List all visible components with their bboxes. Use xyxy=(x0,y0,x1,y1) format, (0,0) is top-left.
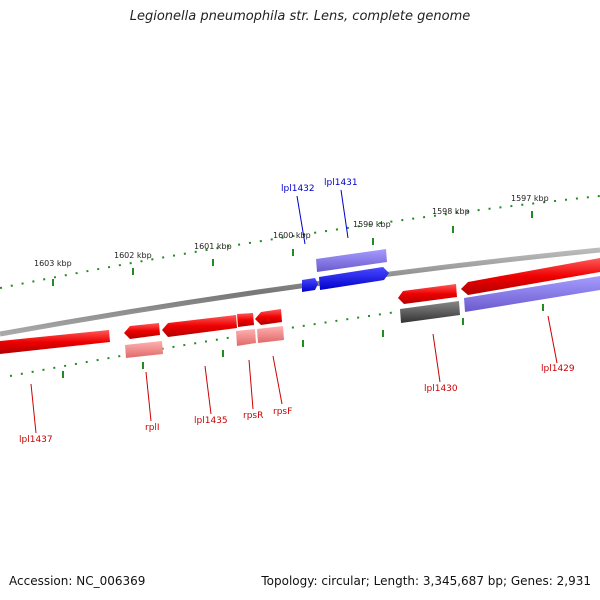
gene-label-rpsR[interactable]: rpsR xyxy=(243,411,263,421)
accession-text: Accession: NC_006369 xyxy=(9,574,146,588)
gene-rpsR-alt[interactable] xyxy=(236,329,256,346)
leader-line xyxy=(30,383,37,434)
gene-lpl1429-alt[interactable] xyxy=(464,276,600,312)
leader-line xyxy=(145,371,152,422)
gene-label-rplI[interactable]: rplI xyxy=(145,423,160,433)
gene-rpsF[interactable] xyxy=(255,309,282,325)
gene-lpl1432[interactable] xyxy=(302,278,318,292)
gene-label-lpl1429[interactable]: lpl1429 xyxy=(541,364,575,374)
forward-strand-genes xyxy=(302,249,600,295)
tick-label: 1599 kbp xyxy=(353,220,391,229)
gene-label-rpsF[interactable]: rpsF xyxy=(273,407,292,417)
leader-line xyxy=(248,359,254,410)
gene-lpl1435[interactable] xyxy=(162,315,237,337)
gene-rpsR[interactable] xyxy=(237,313,254,327)
gene-label-lpl1435[interactable]: lpl1435 xyxy=(194,416,228,426)
tick-label: 1602 kbp xyxy=(114,251,152,260)
leader-line xyxy=(432,333,441,383)
genome-summary-text: Topology: circular; Length: 3,345,687 bp… xyxy=(261,574,591,588)
tick-label: 1600 kbp xyxy=(273,231,311,240)
reverse-strand-genes xyxy=(0,276,600,358)
gene-lpl1431-alt[interactable] xyxy=(316,249,387,272)
leader-line xyxy=(204,365,212,415)
gene-rplI[interactable] xyxy=(124,323,160,339)
gene-label-lpl1430[interactable]: lpl1430 xyxy=(424,384,458,394)
gene-lpl1431[interactable] xyxy=(319,267,389,290)
gene-label-lpl1432[interactable]: lpl1432 xyxy=(281,184,315,194)
gene-lpl1430-alt[interactable] xyxy=(400,301,460,323)
leader-line xyxy=(296,195,306,245)
tick-label: 1598 kbp xyxy=(432,207,470,216)
gene-label-lpl1437[interactable]: lpl1437 xyxy=(19,435,53,445)
gene-rplI-alt[interactable] xyxy=(125,341,163,358)
tick-label: 1597 kbp xyxy=(511,194,549,203)
leader-line xyxy=(547,315,558,364)
map-title: Legionella pneumophila str. Lens, comple… xyxy=(129,9,471,24)
leader-line xyxy=(340,189,349,239)
leader-lines xyxy=(30,189,558,434)
gene-lpl1437[interactable] xyxy=(0,330,110,354)
leader-line xyxy=(272,355,283,405)
gene-lpl1429[interactable] xyxy=(461,258,600,295)
tick-label: 1603 kbp xyxy=(34,259,72,268)
tick-label: 1601 kbp xyxy=(194,242,232,251)
genome-backbone xyxy=(0,247,600,337)
gene-lpl1430[interactable] xyxy=(398,284,457,304)
gene-rpsF-alt[interactable] xyxy=(257,326,284,343)
outer-tick-arc xyxy=(0,195,600,289)
gene-label-lpl1431[interactable]: lpl1431 xyxy=(324,178,358,188)
major-ticks xyxy=(52,211,544,378)
